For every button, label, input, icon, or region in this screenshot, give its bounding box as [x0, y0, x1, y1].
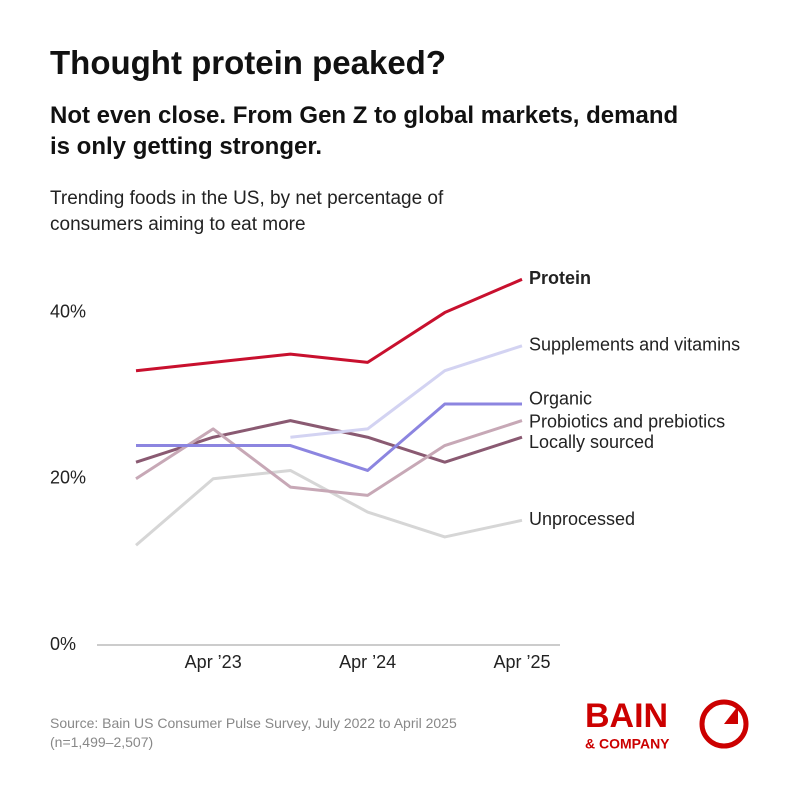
- y-tick-label: 40%: [50, 301, 86, 321]
- logo-circle: [699, 699, 749, 749]
- series-label: Unprocessed: [529, 509, 635, 529]
- x-tick-label: Apr ’24: [339, 652, 396, 672]
- series-line: [136, 402, 522, 472]
- y-tick-label: 0%: [50, 634, 76, 654]
- logo-sub: & COMPANY: [585, 736, 670, 752]
- series-line: [135, 419, 523, 497]
- subtitle: Not even close. From Gen Z to global mar…: [50, 102, 679, 160]
- y-tick-label: 20%: [50, 468, 86, 488]
- source: Source: Bain US Consumer Pulse Survey, J…: [50, 715, 457, 750]
- x-tick-label: Apr ’25: [493, 652, 550, 672]
- series-line: [290, 344, 523, 439]
- series-line: [135, 468, 523, 547]
- series-line: [135, 277, 523, 373]
- series-label: Supplements and vitamins: [529, 335, 740, 355]
- series-line: [135, 419, 523, 464]
- series-label: Probiotics and prebiotics: [529, 411, 725, 431]
- series-label: Organic: [529, 389, 592, 409]
- x-tick-label: Apr ’23: [185, 652, 242, 672]
- logo-mark: [724, 706, 738, 724]
- logo-name: BAIN: [585, 697, 668, 735]
- title: Thought protein peaked?: [50, 44, 446, 81]
- description: Trending foods in the US, by net percent…: [50, 188, 444, 235]
- series-label: Locally sourced: [529, 432, 654, 452]
- series-label: Protein: [529, 268, 591, 288]
